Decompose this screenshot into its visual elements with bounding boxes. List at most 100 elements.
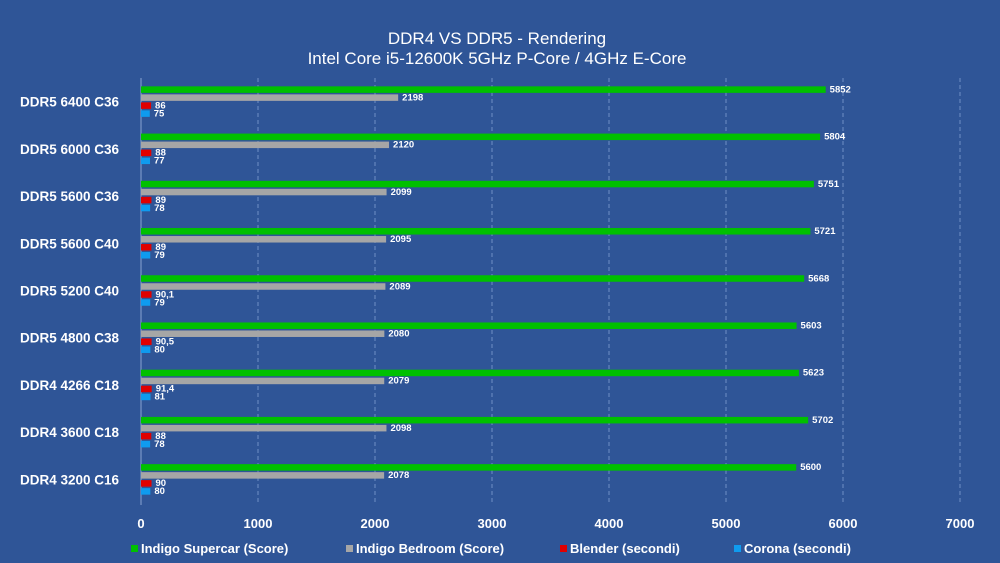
bar (141, 472, 385, 479)
data-label: 80 (154, 344, 165, 355)
bar (141, 416, 809, 424)
bar-series (141, 86, 826, 495)
bar (141, 236, 387, 243)
bar (141, 196, 152, 204)
bar (141, 440, 151, 448)
bar (141, 110, 150, 117)
bar (141, 283, 386, 290)
bar (141, 322, 797, 329)
bar (141, 346, 151, 353)
bar (141, 393, 151, 401)
data-label: 5852 (830, 84, 851, 95)
bar (141, 149, 152, 157)
data-label: 90,1 (156, 289, 175, 300)
bar (141, 141, 390, 149)
x-tick-label: 2000 (361, 516, 390, 531)
bar (141, 488, 151, 495)
bar (141, 424, 387, 432)
data-label: 2078 (388, 470, 409, 481)
data-label: 79 (154, 250, 165, 261)
data-label: 90 (156, 478, 167, 489)
data-label: 89 (155, 195, 166, 206)
data-label: 5668 (808, 273, 829, 284)
data-label: 89 (155, 242, 166, 253)
data-label: 5751 (818, 179, 840, 190)
category-label: DDR5 5600 C36 (20, 189, 120, 204)
data-label: 2095 (390, 234, 412, 245)
bar (141, 330, 385, 337)
category-label: DDR4 3600 C18 (20, 425, 120, 440)
category-label: DDR5 6000 C36 (20, 142, 120, 157)
data-label: 5804 (824, 132, 846, 143)
bar (141, 275, 805, 282)
bar (141, 291, 152, 298)
bar (141, 133, 821, 141)
bar (141, 369, 799, 377)
legend-swatch (560, 545, 567, 552)
bar (141, 228, 811, 235)
data-label: 91,4 (156, 384, 175, 395)
bar (141, 86, 826, 93)
x-tick-label: 7000 (946, 516, 975, 531)
bar (141, 204, 151, 212)
bar (141, 157, 151, 165)
data-label: 2089 (389, 281, 410, 292)
category-label: DDR5 4800 C38 (20, 331, 120, 346)
bar (141, 464, 797, 471)
category-label: DDR5 5200 C40 (20, 284, 119, 299)
legend-swatch (131, 545, 138, 552)
data-label: 78 (154, 439, 165, 450)
bar (141, 94, 399, 101)
legend-label: Corona (secondi) (744, 541, 851, 556)
bar (141, 188, 387, 196)
bar (141, 102, 152, 109)
x-tick-label: 5000 (712, 516, 741, 531)
x-tick-label: 6000 (829, 516, 858, 531)
chart-title: DDR4 VS DDR5 - Rendering (388, 29, 606, 48)
data-label: 5600 (800, 462, 821, 473)
x-tick-label: 0 (137, 516, 144, 531)
data-label: 81 (154, 392, 165, 403)
category-label: DDR4 3200 C16 (20, 472, 120, 487)
category-label: DDR4 4266 C18 (20, 378, 120, 393)
data-labels: 5852219886755804212088775751209989785721… (154, 84, 851, 497)
x-tick-label: 3000 (478, 516, 507, 531)
bar (141, 480, 152, 487)
bar (141, 385, 152, 393)
data-label: 2098 (390, 423, 411, 434)
data-label: 88 (155, 148, 166, 159)
x-tick-label: 4000 (595, 516, 624, 531)
legend-swatch (346, 545, 353, 552)
x-axis-ticks: 0 1000 2000 3000 4000 5000 6000 7000 (137, 516, 974, 531)
data-label: 78 (154, 203, 165, 214)
chart-subtitle: Intel Core i5-12600K 5GHz P-Core / 4GHz … (308, 49, 687, 68)
category-label: DDR5 6400 C36 (20, 95, 120, 110)
legend-label: Indigo Supercar (Score) (141, 541, 288, 556)
data-label: 2120 (393, 140, 414, 151)
data-label: 80 (154, 486, 165, 497)
data-label: 5603 (801, 320, 822, 331)
bar (141, 377, 385, 385)
data-label: 90,5 (156, 336, 175, 347)
data-label: 75 (154, 108, 165, 119)
data-label: 5702 (812, 415, 833, 426)
bar (141, 244, 152, 251)
data-label: 88 (155, 431, 166, 442)
x-tick-label: 1000 (244, 516, 273, 531)
data-label: 79 (154, 297, 165, 308)
category-label: DDR5 5600 C40 (20, 236, 119, 251)
legend-label: Blender (secondi) (570, 541, 680, 556)
legend-label: Indigo Bedroom (Score) (356, 541, 504, 556)
data-label: 2099 (391, 187, 412, 198)
bar (141, 180, 814, 188)
bar (141, 338, 152, 345)
legend-swatch (734, 545, 741, 552)
data-label: 5721 (814, 226, 836, 237)
data-label: 86 (155, 100, 166, 111)
data-label: 5623 (803, 368, 824, 379)
bar (141, 299, 151, 306)
category-labels: DDR5 6400 C36 DDR5 6000 C36 DDR5 5600 C36 D… (20, 95, 120, 488)
data-label: 2198 (402, 92, 423, 103)
data-label: 2080 (388, 328, 409, 339)
